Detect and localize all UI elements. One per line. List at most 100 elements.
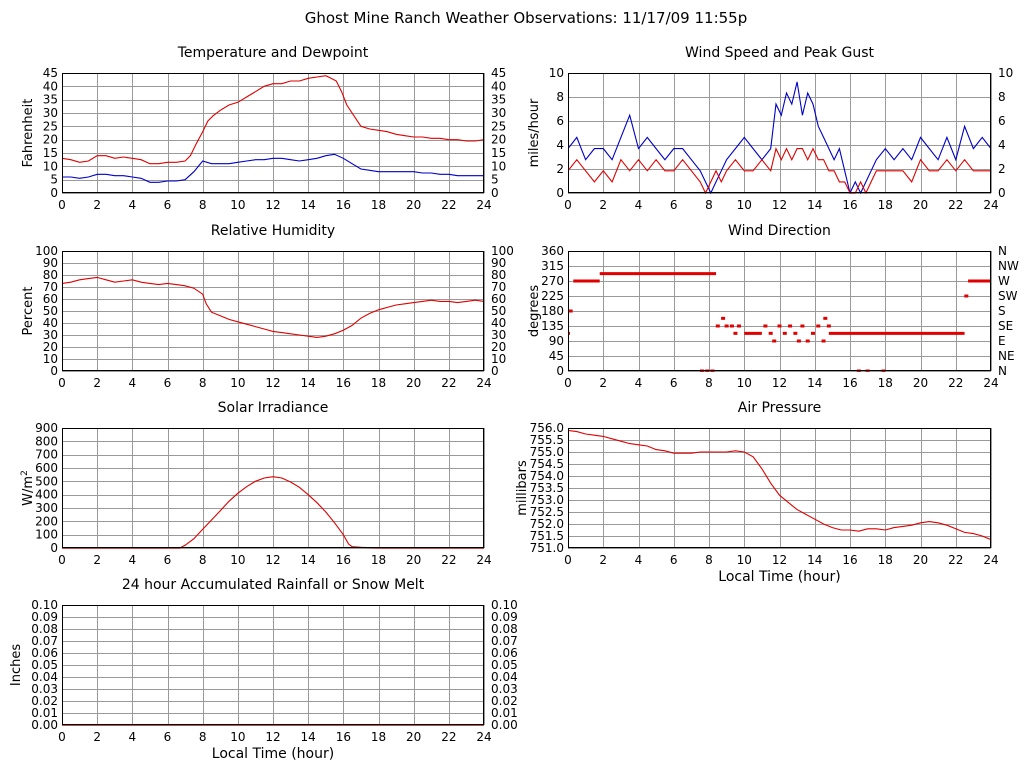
y-tick-label: 0.05 [31, 658, 58, 672]
y-tick-label-right: 80 [491, 268, 506, 282]
y-axis-label: Inches [9, 644, 24, 686]
direction-point [796, 339, 801, 343]
compass-label: N [998, 364, 1007, 378]
y-tick-label-right: 30 [491, 328, 506, 342]
x-tick-label: 8 [199, 376, 207, 390]
y-tick-label-right: 5 [491, 173, 499, 187]
y-tick-label: 0 [556, 364, 564, 378]
x-tick-label: 18 [878, 198, 893, 212]
x-tick-label: 8 [199, 730, 207, 744]
x-tick-label: 22 [948, 553, 963, 567]
y-tick-label: 751.0 [530, 541, 564, 555]
x-tick-label: 24 [983, 376, 998, 390]
compass-label: NW [998, 259, 1019, 273]
x-tick-label: 18 [371, 553, 386, 567]
y-tick-label-right: 35 [491, 93, 506, 107]
y-tick-label: 0 [556, 186, 564, 200]
x-tick-label: 10 [230, 553, 245, 567]
y-axis-label: millibars [515, 460, 530, 516]
y-tick-label: 300 [35, 501, 58, 515]
compass-label: SE [998, 319, 1013, 333]
x-tick-label: 18 [878, 553, 893, 567]
grid-lines [568, 251, 992, 372]
y-tick-label-right: 4 [998, 138, 1006, 152]
x-tick-label: 2 [93, 553, 101, 567]
series-line-blue [568, 81, 991, 194]
y-tick-label: 0.04 [31, 670, 58, 684]
x-tick-label: 20 [913, 553, 928, 567]
x-axis-label: Local Time (hour) [718, 569, 840, 585]
y-tick-label-right: 10 [998, 66, 1013, 80]
plot-area [568, 429, 991, 541]
direction-point [810, 331, 815, 335]
y-tick-label: 753.5 [530, 481, 564, 495]
grid-lines [62, 428, 485, 549]
x-tick-label: 20 [406, 553, 421, 567]
direction-point [715, 324, 720, 328]
y-axis-label-sup: 2 [20, 470, 30, 476]
y-tick-label: 2 [556, 162, 564, 176]
y-tick-label: 80 [43, 268, 58, 282]
y-tick-label: 754.5 [530, 457, 564, 471]
y-tick-label-right: 0.08 [491, 622, 518, 636]
x-tick-label: 12 [772, 376, 787, 390]
direction-point [821, 339, 826, 343]
y-tick-label: 0.07 [31, 634, 58, 648]
x-tick-label: 22 [948, 198, 963, 212]
x-tick-label: 14 [807, 553, 822, 567]
y-tick-label: 0 [50, 186, 58, 200]
y-tick-label-right: 25 [491, 119, 506, 133]
compass-label: N [998, 244, 1007, 258]
x-tick-label: 2 [599, 198, 607, 212]
x-tick-label: 8 [199, 198, 207, 212]
y-tick-label: 0 [50, 541, 58, 555]
y-tick-label-right: 0.07 [491, 634, 518, 648]
x-tick-label: 12 [265, 730, 280, 744]
y-tick-label-right: 20 [491, 133, 506, 147]
y-tick-label: 754.0 [530, 469, 564, 483]
page-title: Ghost Mine Ranch Weather Observations: 1… [305, 9, 748, 27]
direction-point [736, 324, 741, 328]
y-tick-label-right: 0.05 [491, 658, 518, 672]
y-tick-label: 30 [43, 328, 58, 342]
x-tick-label: 22 [948, 376, 963, 390]
y-tick-label: 0.06 [31, 646, 58, 660]
x-tick-label: 2 [599, 376, 607, 390]
x-tick-label: 22 [441, 730, 456, 744]
y-tick-label: 20 [43, 133, 58, 147]
x-tick-label: 8 [705, 376, 713, 390]
x-tick-label: 24 [983, 198, 998, 212]
chart-title: Temperature and Dewpoint [177, 45, 369, 61]
x-tick-label: 0 [58, 376, 66, 390]
plot-frame [568, 73, 991, 193]
x-tick-label: 22 [441, 376, 456, 390]
y-tick-label: 0.00 [31, 718, 58, 732]
x-tick-label: 2 [93, 730, 101, 744]
chart-rain: 24 hour Accumulated Rainfall or Snow Mel… [9, 577, 518, 762]
direction-point [721, 316, 726, 320]
y-tick-label: 756.0 [530, 421, 564, 435]
x-tick-label: 0 [58, 198, 66, 212]
x-tick-label: 2 [599, 553, 607, 567]
y-axis-label: Fahrenheit [21, 99, 36, 168]
y-tick-label: 45 [43, 66, 58, 80]
x-tick-label: 16 [336, 376, 351, 390]
x-tick-label: 24 [476, 553, 491, 567]
y-tick-label: 270 [541, 274, 564, 288]
y-tick-label: 0.01 [31, 706, 58, 720]
x-tick-label: 24 [476, 376, 491, 390]
plot-area [568, 272, 991, 372]
y-tick-label: 700 [35, 448, 58, 462]
x-tick-label: 18 [878, 376, 893, 390]
y-tick-label-right: 30 [491, 106, 506, 120]
x-tick-label: 22 [441, 198, 456, 212]
y-tick-label-right: 6 [998, 114, 1006, 128]
direction-point [772, 339, 777, 343]
x-tick-label: 4 [635, 376, 643, 390]
series-line-blue [62, 153, 484, 183]
series-line-red [62, 75, 484, 165]
x-tick-label: 14 [807, 198, 822, 212]
x-tick-label: 6 [670, 553, 678, 567]
